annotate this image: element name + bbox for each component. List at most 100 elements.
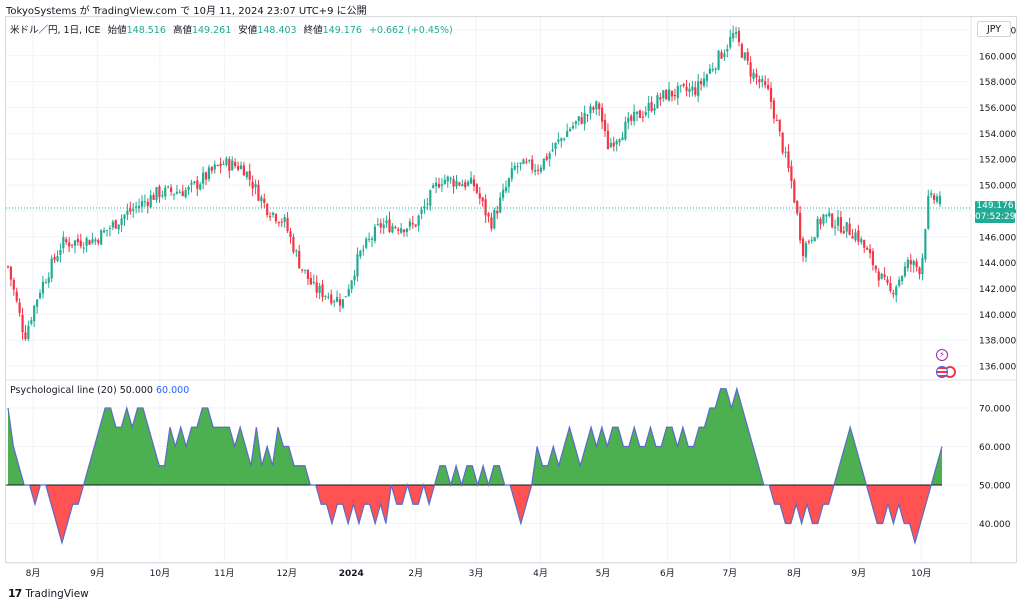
close-label: 終値: [303, 25, 323, 36]
tradingview-brand[interactable]: 17 TradingView: [8, 587, 89, 600]
currency-flags-icon[interactable]: [936, 366, 960, 379]
symbol-name: 米ドル／円, 1日, ICE: [10, 25, 101, 36]
candle-body: [85, 238, 88, 246]
candle-body: [667, 89, 671, 101]
candle-body: [720, 52, 723, 59]
candle-body: [542, 158, 545, 170]
candle-body: [633, 111, 636, 122]
candle-body: [274, 214, 278, 222]
candle-body: [758, 79, 761, 83]
candle-body: [312, 281, 315, 283]
candle-body: [213, 164, 216, 170]
candle-body: [755, 73, 758, 78]
candle-body: [819, 219, 822, 225]
close-value: 149.176: [322, 25, 362, 36]
candle-body: [315, 282, 318, 293]
candle-body: [874, 265, 877, 270]
candle-body: [723, 53, 726, 58]
candle-body: [222, 164, 225, 166]
candle-body: [737, 30, 741, 43]
candle-body: [478, 193, 481, 199]
indicator-legend[interactable]: Psychological line (20) 50.000 60.000: [10, 385, 189, 396]
candle-body: [522, 159, 525, 165]
candle-body: [103, 230, 106, 233]
candle-body: [423, 206, 426, 209]
candle-body: [740, 43, 743, 58]
candle-body: [239, 165, 243, 169]
candle-body: [330, 294, 333, 304]
candle-body: [705, 74, 709, 81]
candle-body: [726, 49, 729, 52]
candle-body: [277, 222, 280, 224]
candle-body: [298, 250, 301, 269]
candle-body: [432, 185, 435, 189]
candle-body: [932, 195, 936, 201]
candle-body: [199, 184, 202, 190]
time-tick-label: 3月: [469, 568, 484, 579]
candle-body: [204, 172, 208, 180]
candle-body: [586, 114, 589, 116]
tradingview-logo-icon: 17: [8, 587, 22, 600]
candle-body: [708, 68, 711, 74]
candle-body: [30, 320, 33, 324]
candle-body: [350, 280, 353, 290]
candle-body: [481, 197, 484, 202]
psy-tick-label: 60.000: [979, 443, 1011, 453]
candle-body: [283, 217, 286, 223]
candle-body: [898, 279, 901, 286]
candle-body: [414, 224, 417, 227]
candle-body: [787, 151, 790, 169]
currency-button[interactable]: JPY: [977, 21, 1011, 37]
candle-body: [184, 189, 187, 198]
change-value: +0.662 (+0.45%): [368, 25, 453, 36]
candle-body: [909, 260, 912, 265]
candle-body: [927, 195, 930, 229]
candle-body: [56, 256, 59, 261]
candle-body: [50, 258, 53, 279]
symbol-legend: 米ドル／円, 1日, ICE 始値148.516 高値149.261 安値148…: [10, 22, 453, 36]
candle-body: [860, 239, 863, 243]
candle-body: [475, 184, 478, 193]
candle-body: [245, 171, 248, 178]
candle-body: [193, 181, 196, 184]
candle-body: [857, 230, 860, 242]
candle-body: [108, 227, 112, 229]
open-value: 148.516: [126, 25, 166, 36]
psy-tick-label: 70.000: [979, 404, 1011, 414]
candle-body: [306, 269, 310, 279]
candle-body: [938, 195, 942, 205]
candle-body: [44, 282, 47, 284]
candle-body: [123, 214, 126, 219]
candle-body: [210, 167, 213, 171]
candle-body: [679, 85, 682, 87]
candle-body: [271, 212, 275, 215]
candle-body: [548, 153, 551, 159]
candle-body: [47, 277, 50, 283]
candle-body: [863, 240, 866, 248]
candle-body: [714, 68, 717, 70]
candle-body: [566, 131, 569, 138]
price-tick-label: 142.000: [979, 285, 1016, 295]
psy-area-below: [8, 484, 942, 543]
candle-body: [551, 149, 554, 152]
candle-body: [880, 273, 883, 280]
candle-body: [400, 228, 403, 233]
candle-body: [711, 69, 714, 71]
candle-body: [443, 179, 446, 185]
candle-body: [88, 240, 91, 245]
candle-body: [36, 299, 39, 307]
price-tick-label: 152.000: [979, 156, 1016, 166]
candle-body: [405, 228, 409, 233]
candle-body: [557, 139, 560, 142]
candle-body: [781, 132, 784, 153]
candle-body: [420, 209, 423, 214]
price-tick-label: 136.000: [979, 363, 1016, 373]
candle-body: [181, 191, 184, 197]
time-axis: 8月 9月 10月 11月 12月 2024 2月 3月 4月 5月 6月 7月 8月 9月 10月: [26, 568, 932, 579]
candle-body: [82, 247, 85, 249]
candle-body: [318, 285, 321, 294]
candle-body: [536, 169, 540, 171]
candle-body: [883, 274, 886, 278]
lightning-icon[interactable]: ⚡: [936, 349, 948, 361]
